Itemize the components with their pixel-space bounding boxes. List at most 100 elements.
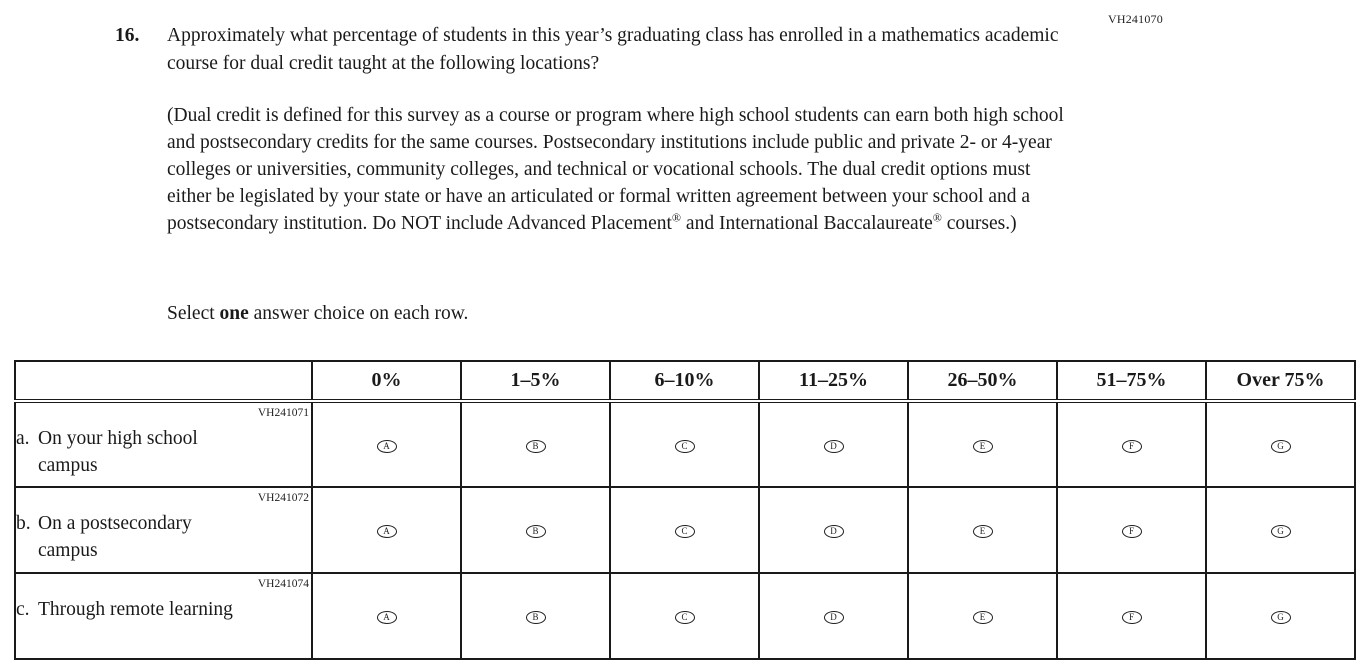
row-label: c. Through remote learning [16, 597, 311, 624]
bubble-letter: G [1277, 612, 1284, 622]
bubble-letter: C [681, 526, 688, 536]
answer-cell: D [758, 400, 909, 488]
answer-cell: C [609, 400, 760, 488]
bubble-letter: B [532, 440, 539, 451]
answer-cell: D [758, 572, 909, 660]
answer-cell: G [1205, 486, 1356, 574]
answer-bubble-a-A[interactable]: A [376, 439, 397, 453]
table-row-c: VH241074 c. Through remote learning A B … [14, 572, 1356, 660]
answer-bubble-a-D[interactable]: D [823, 439, 844, 453]
row-code: VH241074 [257, 578, 309, 590]
answer-bubble-c-D[interactable]: D [823, 611, 844, 624]
table-row-a: VH241071 a. On your high school campus A… [14, 400, 1356, 488]
definition-text-part3: courses.) [941, 213, 1017, 234]
registered-trademark-symbol: ® [671, 210, 682, 225]
answer-bubble-a-C[interactable]: C [674, 439, 695, 453]
answer-bubble-b-A[interactable]: A [376, 525, 397, 538]
row-prefix: b. [16, 513, 31, 534]
row-label: a. On your high school campus [16, 426, 311, 479]
answer-cell: E [907, 486, 1058, 574]
answer-cell: A [311, 486, 462, 574]
bubble-letter: G [1277, 440, 1284, 451]
bubble-letter: C [681, 612, 688, 622]
row-prefix: a. [16, 428, 30, 449]
bubble-letter: E [979, 440, 986, 451]
answer-cell: A [311, 400, 462, 488]
bubble-letter: A [383, 526, 390, 536]
answer-cell: F [1056, 400, 1207, 488]
instruction-bold-word: one [219, 303, 249, 324]
registered-trademark-symbol: ® [932, 210, 942, 225]
answer-bubble-c-C[interactable]: C [674, 611, 695, 624]
answer-bubble-c-B[interactable]: B [525, 611, 546, 624]
bubble-letter: F [1128, 612, 1134, 622]
bubble-letter: D [830, 612, 837, 622]
bubble-letter: F [1128, 526, 1134, 536]
answer-cell: D [758, 486, 909, 574]
answer-cell: F [1056, 572, 1207, 660]
answer-cell: B [460, 486, 611, 574]
row-label-text: On your high school campus [38, 428, 198, 476]
column-header-26-50pct: 26–50% [907, 360, 1058, 403]
bubble-letter: D [830, 526, 837, 536]
select-instruction: Select one answer choice on each row. [167, 303, 468, 325]
column-header-over-75pct: Over 75% [1205, 360, 1356, 403]
answer-cell: F [1056, 486, 1207, 574]
answer-bubble-c-F[interactable]: F [1121, 611, 1142, 624]
row-code: VH241071 [257, 407, 309, 419]
question-16: 16. Approximately what percentage of stu… [115, 22, 1075, 77]
column-header-0pct: 0% [311, 360, 462, 403]
answer-cell: B [460, 572, 611, 660]
dual-credit-definition: (Dual credit is defined for this survey … [167, 102, 1079, 237]
row-label-cell: VH241074 c. Through remote learning [14, 572, 313, 660]
row-code: VH241072 [257, 492, 309, 504]
column-header-11-25pct: 11–25% [758, 360, 909, 403]
bubble-letter: E [979, 526, 986, 536]
form-code-label: VH241070 [1108, 12, 1163, 26]
answer-bubble-b-G[interactable]: G [1270, 525, 1291, 538]
answer-cell: G [1205, 400, 1356, 488]
bubble-letter: F [1128, 440, 1134, 451]
answer-bubble-a-B[interactable]: B [525, 439, 546, 453]
row-label-text: On a postsecondary campus [38, 513, 192, 561]
answer-cell: G [1205, 572, 1356, 660]
answer-cell: C [609, 572, 760, 660]
bubble-letter: B [532, 526, 539, 536]
column-header-51-75pct: 51–75% [1056, 360, 1207, 403]
bubble-letter: A [383, 440, 390, 451]
header-row: 0% 1–5% 6–10% 11–25% 26–50% 51–75% Over … [14, 360, 1356, 403]
instruction-suffix: answer choice on each row. [248, 303, 469, 324]
column-header-1-5pct: 1–5% [460, 360, 611, 403]
instruction-prefix: Select [167, 303, 220, 324]
answer-bubble-a-E[interactable]: E [972, 439, 993, 453]
row-label-text: Through remote learning [38, 599, 233, 620]
answer-cell: A [311, 572, 462, 660]
answer-bubble-c-E[interactable]: E [972, 611, 993, 624]
answer-bubble-b-B[interactable]: B [525, 525, 546, 538]
answer-bubble-b-E[interactable]: E [972, 525, 993, 538]
column-header-6-10pct: 6–10% [609, 360, 760, 403]
answer-bubble-b-F[interactable]: F [1121, 525, 1142, 538]
answer-cell: E [907, 400, 1058, 488]
answer-bubble-c-A[interactable]: A [376, 611, 397, 624]
bubble-letter: C [681, 440, 688, 451]
bubble-letter: A [383, 612, 390, 622]
table-row-b: VH241072 b. On a postsecondary campus A … [14, 486, 1356, 574]
answer-cell: B [460, 400, 611, 488]
bubble-letter: B [532, 612, 539, 622]
bubble-letter: E [979, 612, 986, 622]
answer-cell: E [907, 572, 1058, 660]
answer-bubble-b-C[interactable]: C [674, 525, 695, 538]
answer-bubble-a-F[interactable]: F [1121, 439, 1142, 453]
corner-header-cell [14, 360, 313, 403]
answer-bubble-a-G[interactable]: G [1270, 439, 1291, 453]
answer-grid: 0% 1–5% 6–10% 11–25% 26–50% 51–75% Over … [14, 360, 1356, 660]
row-label-cell: VH241072 b. On a postsecondary campus [14, 486, 313, 574]
answer-bubble-c-G[interactable]: G [1270, 611, 1291, 624]
row-label-cell: VH241071 a. On your high school campus [14, 400, 313, 488]
question-number: 16. [115, 25, 140, 46]
answer-bubble-b-D[interactable]: D [823, 525, 844, 538]
definition-text-part1: (Dual credit is defined for this survey … [167, 105, 1064, 234]
answer-cell: C [609, 486, 760, 574]
